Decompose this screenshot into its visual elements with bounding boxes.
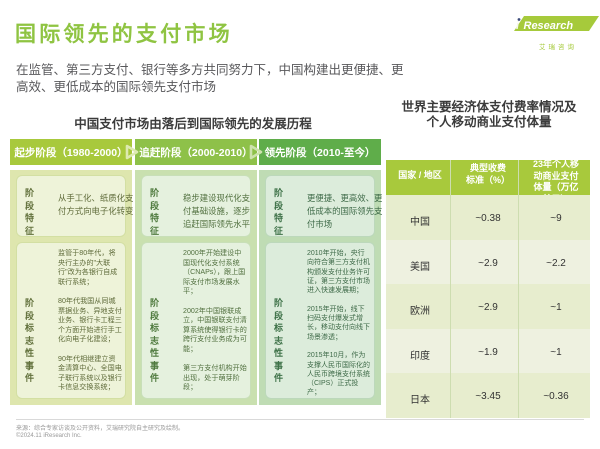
svg-text:Research: Research bbox=[524, 20, 574, 32]
